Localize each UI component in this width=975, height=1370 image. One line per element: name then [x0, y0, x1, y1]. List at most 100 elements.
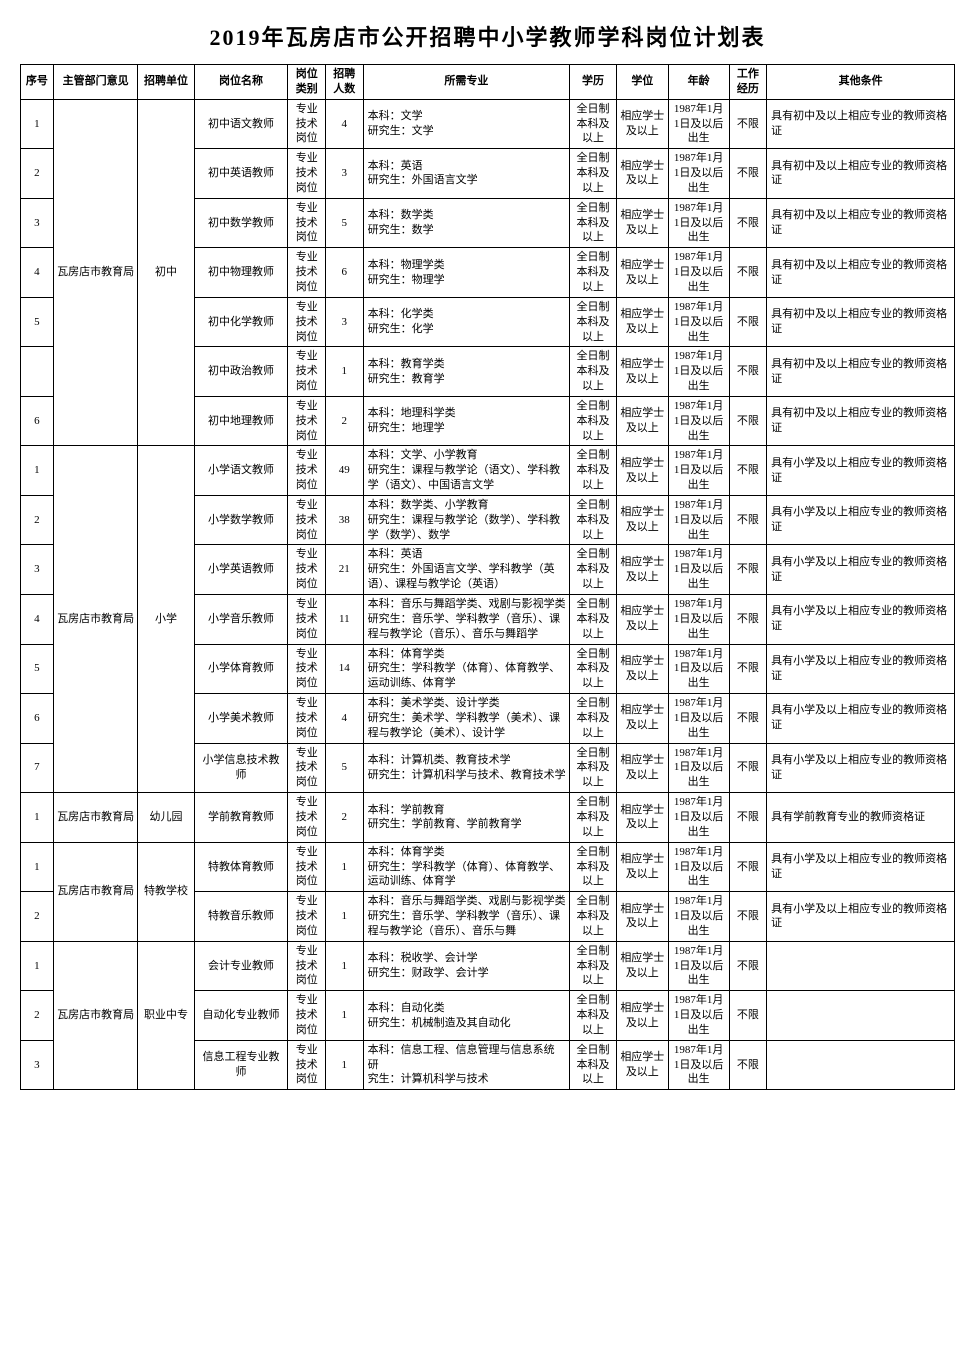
cell-major: 本科：化学类研究生：化学	[363, 297, 570, 347]
cell-exp: 不限	[729, 644, 767, 694]
cell-age: 1987年1月1日及以后出生	[668, 446, 729, 496]
cell-age: 1987年1月1日及以后出生	[668, 694, 729, 744]
cell-other: 具有小学及以上相应专业的教师资格证	[767, 545, 955, 595]
col-unit: 招聘单位	[138, 65, 194, 100]
cell-age: 1987年1月1日及以后出生	[668, 297, 729, 347]
cell-degree: 相应学士及以上	[617, 545, 669, 595]
cell-age: 1987年1月1日及以后出生	[668, 149, 729, 199]
cell-position: 小学体育教师	[194, 644, 288, 694]
cell-position: 初中数学教师	[194, 198, 288, 248]
cell-position: 自动化专业教师	[194, 991, 288, 1041]
cell-other: 具有初中及以上相应专业的教师资格证	[767, 347, 955, 397]
cell-num: 2	[326, 396, 364, 446]
cell-type: 专业技术岗位	[288, 892, 326, 942]
cell-edu: 全日制本科及以上	[570, 892, 617, 942]
col-seq: 序号	[21, 65, 54, 100]
cell-position: 初中语文教师	[194, 99, 288, 149]
table-row: 1瓦房店市教育局小学小学语文教师专业技术岗位49本科：文学、小学教育研究生：课程…	[21, 446, 955, 496]
cell-age: 1987年1月1日及以后出生	[668, 396, 729, 446]
cell-unit: 幼儿园	[138, 793, 194, 843]
col-other: 其他条件	[767, 65, 955, 100]
cell-major: 本科：文学研究生：文学	[363, 99, 570, 149]
cell-degree: 相应学士及以上	[617, 446, 669, 496]
cell-age: 1987年1月1日及以后出生	[668, 991, 729, 1041]
cell-position: 信息工程专业教师	[194, 1040, 288, 1090]
cell-seq: 1	[21, 842, 54, 892]
cell-major: 本科：地理科学类研究生：地理学	[363, 396, 570, 446]
cell-other: 具有初中及以上相应专业的教师资格证	[767, 396, 955, 446]
cell-exp: 不限	[729, 446, 767, 496]
cell-degree: 相应学士及以上	[617, 694, 669, 744]
cell-seq: 3	[21, 545, 54, 595]
cell-exp: 不限	[729, 297, 767, 347]
cell-type: 专业技术岗位	[288, 446, 326, 496]
cell-seq: 6	[21, 396, 54, 446]
cell-age: 1987年1月1日及以后出生	[668, 941, 729, 991]
cell-dept: 瓦房店市教育局	[53, 446, 137, 793]
cell-degree: 相应学士及以上	[617, 743, 669, 793]
cell-seq: 2	[21, 149, 54, 199]
cell-age: 1987年1月1日及以后出生	[668, 743, 729, 793]
cell-edu: 全日制本科及以上	[570, 297, 617, 347]
cell-num: 49	[326, 446, 364, 496]
table-row: 1瓦房店市教育局职业中专会计专业教师专业技术岗位1本科：税收学、会计学研究生：财…	[21, 941, 955, 991]
cell-other: 具有小学及以上相应专业的教师资格证	[767, 595, 955, 645]
cell-major: 本科：物理学类研究生：物理学	[363, 248, 570, 298]
table-row: 1瓦房店市教育局特教学校特教体育教师专业技术岗位1本科：体育学类研究生：学科教学…	[21, 842, 955, 892]
cell-major: 本科：体育学类研究生：学科教学（体育）、体育教学、运动训练、体育学	[363, 644, 570, 694]
cell-exp: 不限	[729, 198, 767, 248]
cell-exp: 不限	[729, 892, 767, 942]
cell-seq: 1	[21, 941, 54, 991]
cell-degree: 相应学士及以上	[617, 248, 669, 298]
cell-age: 1987年1月1日及以后出生	[668, 545, 729, 595]
cell-position: 小学信息技术教师	[194, 743, 288, 793]
cell-type: 专业技术岗位	[288, 495, 326, 545]
cell-edu: 全日制本科及以上	[570, 99, 617, 149]
cell-type: 专业技术岗位	[288, 991, 326, 1041]
cell-age: 1987年1月1日及以后出生	[668, 1040, 729, 1090]
cell-seq	[21, 347, 54, 397]
cell-seq: 4	[21, 595, 54, 645]
cell-degree: 相应学士及以上	[617, 892, 669, 942]
cell-degree: 相应学士及以上	[617, 1040, 669, 1090]
cell-seq: 6	[21, 694, 54, 744]
col-type: 岗位类别	[288, 65, 326, 100]
cell-other: 具有小学及以上相应专业的教师资格证	[767, 842, 955, 892]
cell-type: 专业技术岗位	[288, 297, 326, 347]
cell-exp: 不限	[729, 743, 767, 793]
cell-num: 14	[326, 644, 364, 694]
cell-major: 本科：信息工程、信息管理与信息系统 研究生：计算机科学与技术	[363, 1040, 570, 1090]
cell-major: 本科：体育学类研究生：学科教学（体育）、体育教学、运动训练、体育学	[363, 842, 570, 892]
cell-num: 5	[326, 743, 364, 793]
cell-age: 1987年1月1日及以后出生	[668, 793, 729, 843]
cell-other: 具有小学及以上相应专业的教师资格证	[767, 743, 955, 793]
cell-major: 本科：税收学、会计学研究生：财政学、会计学	[363, 941, 570, 991]
cell-position: 初中物理教师	[194, 248, 288, 298]
cell-major: 本科：文学、小学教育研究生：课程与教学论（语文）、学科教学（语文）、中国语言文学	[363, 446, 570, 496]
cell-major: 本科：美术学类、设计学类研究生：美术学、学科教学（美术）、课程与教学论（美术）、…	[363, 694, 570, 744]
cell-unit: 初中	[138, 99, 194, 446]
cell-age: 1987年1月1日及以后出生	[668, 595, 729, 645]
cell-type: 专业技术岗位	[288, 694, 326, 744]
cell-seq: 3	[21, 1040, 54, 1090]
cell-edu: 全日制本科及以上	[570, 198, 617, 248]
cell-major: 本科：计算机类、教育技术学研究生：计算机科学与技术、教育技术学	[363, 743, 570, 793]
cell-edu: 全日制本科及以上	[570, 694, 617, 744]
cell-type: 专业技术岗位	[288, 99, 326, 149]
cell-degree: 相应学士及以上	[617, 149, 669, 199]
cell-edu: 全日制本科及以上	[570, 595, 617, 645]
cell-num: 2	[326, 793, 364, 843]
cell-degree: 相应学士及以上	[617, 941, 669, 991]
cell-position: 小学语文教师	[194, 446, 288, 496]
cell-age: 1987年1月1日及以后出生	[668, 842, 729, 892]
cell-edu: 全日制本科及以上	[570, 149, 617, 199]
cell-degree: 相应学士及以上	[617, 644, 669, 694]
cell-edu: 全日制本科及以上	[570, 545, 617, 595]
cell-other: 具有小学及以上相应专业的教师资格证	[767, 446, 955, 496]
cell-position: 小学数学教师	[194, 495, 288, 545]
cell-other: 具有小学及以上相应专业的教师资格证	[767, 892, 955, 942]
cell-exp: 不限	[729, 793, 767, 843]
cell-num: 1	[326, 1040, 364, 1090]
cell-other: 具有初中及以上相应专业的教师资格证	[767, 99, 955, 149]
cell-edu: 全日制本科及以上	[570, 248, 617, 298]
